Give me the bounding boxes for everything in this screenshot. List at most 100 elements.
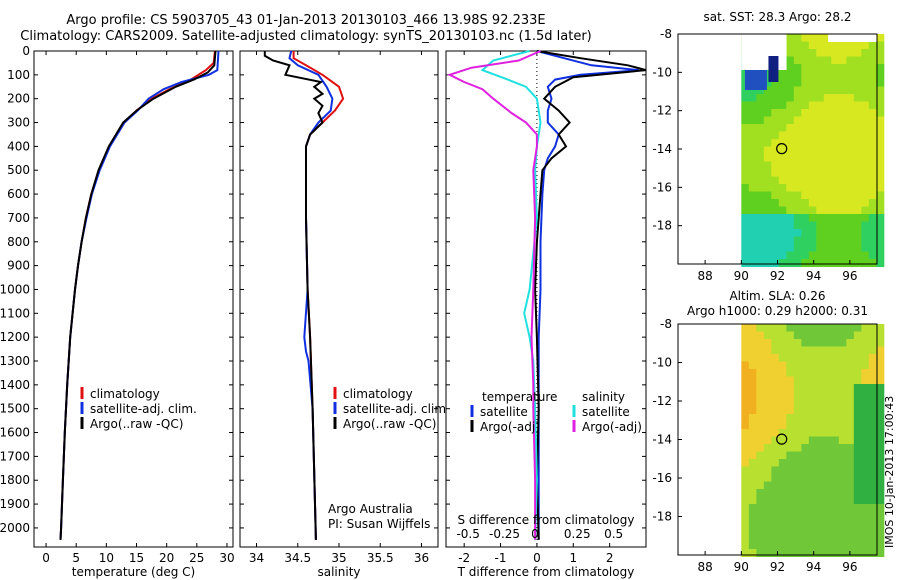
map-cell [816, 466, 825, 475]
map-cell [741, 251, 750, 260]
map-cell [823, 429, 832, 437]
map-x-tick-label: 96 [842, 269, 857, 283]
map-cell [846, 64, 855, 72]
map-cell [861, 214, 870, 222]
map-cell [786, 86, 795, 95]
map-cell [831, 86, 840, 95]
map-cell [831, 109, 840, 117]
map-cell [868, 109, 877, 117]
map-cell [816, 101, 825, 110]
map-cell [741, 429, 750, 437]
map-cell [748, 86, 757, 95]
map-cell [763, 511, 772, 520]
map-cell [816, 109, 825, 117]
map-cell [808, 481, 817, 490]
map-cell [831, 436, 840, 445]
map-cell [846, 466, 855, 475]
map-cell [838, 444, 847, 452]
y-tick-label: 2000 [0, 521, 30, 535]
map-cell [763, 421, 772, 430]
map-cell [838, 199, 847, 207]
map-cell [861, 549, 870, 557]
map-cell [801, 324, 810, 332]
map-cell [823, 519, 832, 527]
map-cell [846, 229, 855, 237]
map-cell [846, 206, 855, 215]
map-cell [778, 391, 787, 400]
map-cell [801, 489, 810, 497]
map-cell [778, 444, 787, 452]
map-cell [763, 526, 772, 535]
map-cell [786, 94, 795, 102]
map-cell [763, 324, 772, 332]
map-cell [771, 384, 780, 392]
map-cell [876, 526, 885, 535]
map-cell [861, 436, 870, 445]
map-cell [853, 429, 862, 437]
map-cell [741, 459, 750, 467]
map-cell [778, 71, 787, 80]
map-cell [831, 346, 840, 355]
map-cell [823, 169, 832, 177]
map-cell [816, 346, 825, 355]
map-cell [793, 191, 802, 200]
map-cell [876, 169, 885, 177]
map-cell [846, 331, 855, 340]
map-cell [741, 229, 750, 237]
map-cell [763, 214, 772, 222]
map-cell [756, 244, 765, 252]
map-cell [808, 244, 817, 252]
map-cell [748, 251, 757, 260]
map-cell [756, 259, 765, 267]
map-cell [876, 511, 885, 520]
y-tick-label: 700 [7, 211, 30, 225]
map-cell [853, 56, 862, 65]
map-cell [868, 339, 877, 347]
map-cell [816, 369, 825, 377]
map-cell [868, 229, 877, 237]
map-cell [876, 459, 885, 467]
map-cell [786, 504, 795, 512]
map-cell [816, 236, 825, 245]
y-tick-label: 600 [7, 187, 30, 201]
map-cell [778, 94, 787, 102]
map-cell [741, 109, 750, 117]
map-cell [853, 49, 862, 57]
map-cell [763, 354, 772, 362]
map-cell [816, 251, 825, 260]
map-cell [861, 346, 870, 355]
x-tick-label: 35.5 [367, 551, 394, 565]
map-cell [853, 116, 862, 125]
plot-frame [445, 50, 647, 548]
map-cell [808, 131, 817, 140]
map-cell [831, 481, 840, 490]
map-cell [823, 116, 832, 125]
map-cell [831, 191, 840, 200]
map-cell [823, 496, 832, 505]
map-x-tick-label: 88 [697, 269, 712, 283]
map-cell [756, 154, 765, 162]
map-cell [838, 161, 847, 170]
map-cell [868, 124, 877, 132]
map-cell [868, 459, 877, 467]
map-cell [831, 414, 840, 422]
map-cell [816, 146, 825, 155]
map-cell [853, 244, 862, 252]
map-y-tick-label: -10 [652, 356, 672, 370]
map-cell [801, 64, 810, 72]
map-cell [876, 79, 885, 87]
map-cell [741, 331, 750, 340]
map-cell [868, 421, 877, 430]
map-cell [748, 139, 757, 147]
map-cell [786, 534, 795, 542]
map-cell [876, 384, 885, 392]
map-cell [868, 399, 877, 407]
map-cell [741, 86, 750, 95]
map-cell [823, 451, 832, 460]
map-cell [838, 489, 847, 497]
map-cell [861, 56, 870, 65]
map-cell [838, 459, 847, 467]
map-cell [756, 184, 765, 192]
map-cell [816, 436, 825, 445]
map-cell [868, 541, 877, 550]
